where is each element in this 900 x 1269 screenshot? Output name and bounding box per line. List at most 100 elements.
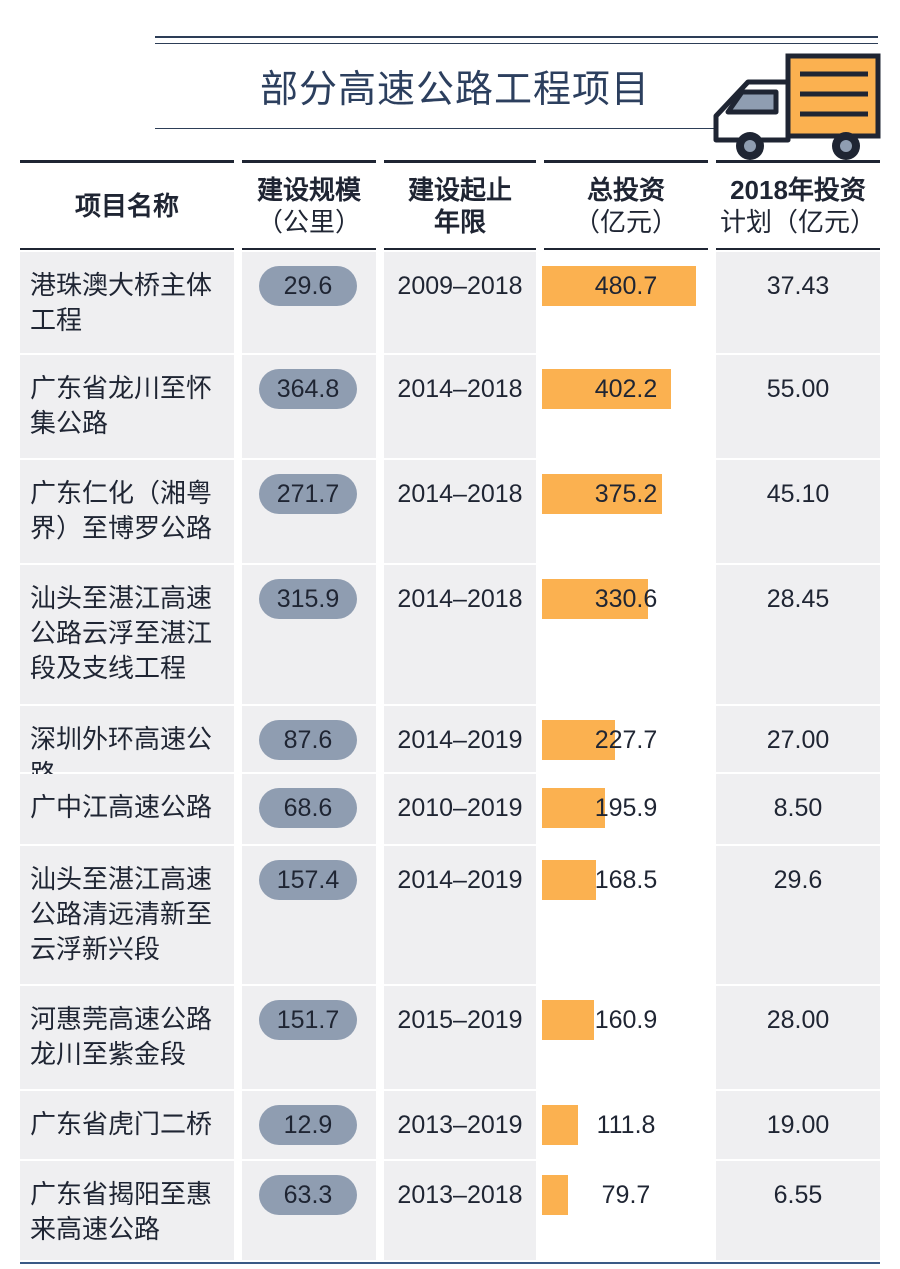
header-name-label: 项目名称 [74, 190, 179, 221]
project-name-line: 云浮新兴段 [30, 934, 161, 964]
cell-years: 2014–2018 [384, 460, 536, 565]
scale-pill: 68.6 [259, 788, 357, 828]
title-rule-bottom [155, 128, 715, 129]
truck-icon [713, 53, 881, 160]
project-name: 汕头至湛江高速 公路清远清新至 云浮新兴段 [20, 846, 234, 967]
header-scale-label: 建设规模 [256, 174, 361, 205]
invest-bar [542, 720, 615, 760]
cell-years: 2009–2018 [384, 252, 536, 355]
years-value: 2014–2019 [397, 866, 523, 894]
cell-years: 2014–2018 [384, 355, 536, 460]
years-value: 2014–2018 [397, 375, 523, 403]
table-row: 广东省龙川至怀 集公路 2014–2018 402.2 55.00 364.8 [0, 355, 900, 460]
invest-value: 227.7 [594, 726, 658, 754]
project-name: 港珠澳大桥主体 工程 [20, 252, 234, 338]
scale-pill: 29.6 [259, 266, 357, 306]
cell-plan: 45.10 [716, 460, 880, 565]
header-years-label-2: 年限 [433, 206, 486, 237]
cell-years: 2010–2019 [384, 774, 536, 846]
header-years-label: 建设起止 [407, 174, 512, 205]
invest-value: 195.9 [594, 794, 658, 822]
years-value: 2009–2018 [397, 272, 523, 300]
invest-bar [542, 860, 596, 900]
cell-name: 广东省揭阳至惠 来高速公路 [20, 1161, 234, 1262]
project-name-line: 公路清远清新至 [30, 899, 213, 929]
project-name-line: 河惠莞高速公路 [30, 1004, 213, 1034]
bottom-rule [20, 1262, 880, 1264]
scale-pill: 12.9 [259, 1105, 357, 1145]
project-name: 广东省揭阳至惠 来高速公路 [20, 1161, 234, 1247]
invest-bar [542, 369, 671, 409]
project-name: 广东省虎门二桥 [20, 1091, 234, 1142]
project-name-line: 广中江高速公路 [30, 792, 213, 822]
cell-years: 2013–2018 [384, 1161, 536, 1262]
cell-name: 广东省虎门二桥 [20, 1091, 234, 1161]
scale-pill: 87.6 [259, 720, 357, 760]
plan-value: 28.45 [766, 585, 830, 613]
cell-years: 2014–2018 [384, 565, 536, 706]
header-scale: 建设规模 （公里） [242, 160, 376, 250]
project-name-line: 广东省虎门二桥 [30, 1109, 213, 1139]
years-value: 2010–2019 [397, 794, 523, 822]
scale-pill: 151.7 [259, 1000, 357, 1040]
table-row: 河惠莞高速公路 龙川至紫金段 2015–2019 160.9 28.00 151.7 [0, 986, 900, 1091]
cell-invest: 160.9 [542, 986, 708, 1091]
invest-value: 375.2 [594, 480, 658, 508]
invest-bar [542, 1000, 594, 1040]
plan-value: 6.55 [773, 1181, 823, 1209]
cell-name: 汕头至湛江高速 公路云浮至湛江 段及支线工程 [20, 565, 234, 706]
table-row: 深圳外环高速公路 2014–2019 227.7 27.00 87.6 [0, 706, 900, 789]
plan-value: 19.00 [766, 1111, 830, 1139]
header-plan: 2018年投资 计划（亿元） [716, 160, 880, 250]
cell-plan: 27.00 [716, 706, 880, 774]
years-value: 2014–2019 [397, 726, 523, 754]
project-name-line: 广东省揭阳至惠 [30, 1179, 213, 1209]
invest-value: 480.7 [594, 272, 658, 300]
plan-value: 55.00 [766, 375, 830, 403]
table-row: 汕头至湛江高速 公路清远清新至 云浮新兴段 2014–2019 168.5 29.6 157… [0, 846, 900, 986]
header-name: 项目名称 [20, 160, 234, 250]
project-name-line: 广东仁化（湘粤 [30, 478, 213, 508]
project-name: 广东仁化（湘粤 界）至博罗公路 [20, 460, 234, 546]
cell-invest: 168.5 [542, 846, 708, 986]
cell-plan: 28.45 [716, 565, 880, 706]
table-row: 广东仁化（湘粤 界）至博罗公路 2014–2018 375.2 45.10 271.7 [0, 460, 900, 565]
scale-pill: 364.8 [259, 369, 357, 409]
invest-bar [542, 1105, 578, 1145]
page-title: 部分高速公路工程项目 [259, 67, 650, 111]
years-value: 2015–2019 [397, 1006, 523, 1034]
cell-years: 2014–2019 [384, 706, 536, 774]
cell-years: 2013–2019 [384, 1091, 536, 1161]
cell-name: 河惠莞高速公路 龙川至紫金段 [20, 986, 234, 1091]
cell-invest: 227.7 [542, 706, 708, 774]
cell-name: 港珠澳大桥主体 工程 [20, 252, 234, 355]
cell-invest: 111.8 [542, 1091, 708, 1161]
invest-value: 402.2 [594, 375, 658, 403]
plan-value: 29.6 [773, 866, 823, 894]
header-invest-label: 总投资 [586, 174, 665, 205]
plan-value: 37.43 [766, 272, 830, 300]
project-name-line: 汕头至湛江高速 [30, 583, 213, 613]
cell-years: 2014–2019 [384, 846, 536, 986]
project-name-line: 广东省龙川至怀 [30, 373, 213, 403]
cell-plan: 19.00 [716, 1091, 880, 1161]
project-name: 汕头至湛江高速 公路云浮至湛江 段及支线工程 [20, 565, 234, 686]
header-plan-unit: 计划（亿元） [719, 206, 876, 237]
cell-name: 广东省龙川至怀 集公路 [20, 355, 234, 460]
cell-name: 广东仁化（湘粤 界）至博罗公路 [20, 460, 234, 565]
invest-value: 79.7 [601, 1181, 651, 1209]
header-years: 建设起止 年限 [384, 160, 536, 250]
project-name-line: 龙川至紫金段 [30, 1039, 187, 1069]
invest-bar [542, 1175, 568, 1215]
table-row: 港珠澳大桥主体 工程 2009–2018 480.7 37.43 29.6 [0, 252, 900, 355]
scale-pill: 271.7 [259, 474, 357, 514]
project-name: 河惠莞高速公路 龙川至紫金段 [20, 986, 234, 1072]
invest-bar [542, 788, 605, 828]
cell-invest: 195.9 [542, 774, 708, 846]
years-value: 2013–2019 [397, 1111, 523, 1139]
cell-invest: 330.6 [542, 565, 708, 706]
cell-invest: 480.7 [542, 252, 708, 355]
plan-value: 28.00 [766, 1006, 830, 1034]
project-name-line: 集公路 [30, 408, 109, 438]
cell-invest: 402.2 [542, 355, 708, 460]
